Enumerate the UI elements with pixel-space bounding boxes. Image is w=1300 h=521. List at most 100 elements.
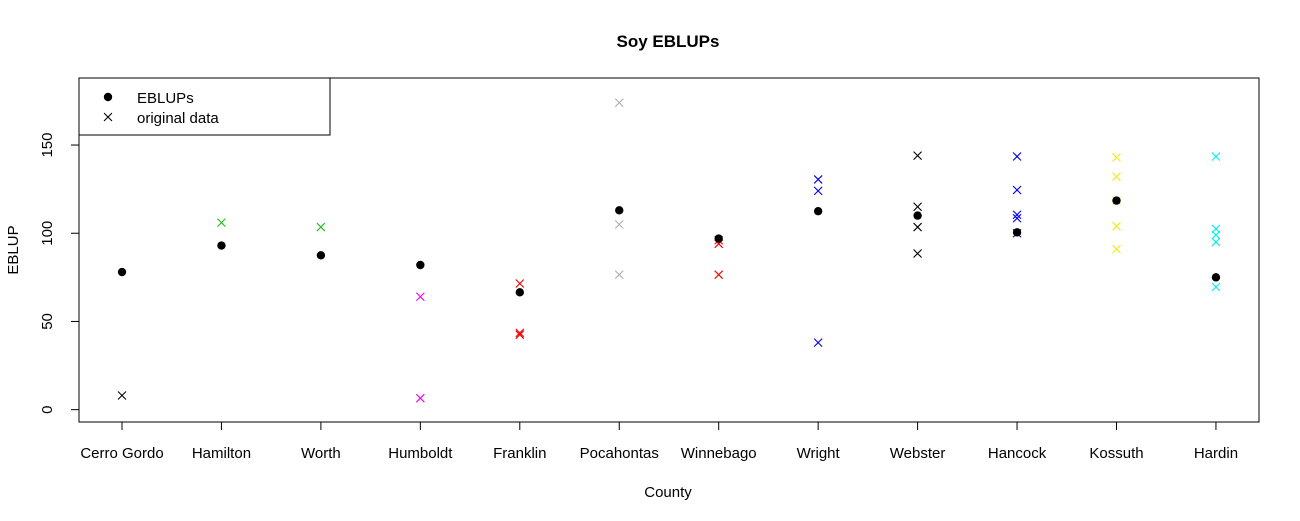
y-tick-label: 0 bbox=[39, 405, 56, 413]
cross-stroke bbox=[1012, 213, 1022, 223]
original-data-point bbox=[415, 393, 425, 403]
cross-stroke bbox=[117, 391, 127, 400]
cross-stroke bbox=[415, 393, 425, 403]
cross-stroke bbox=[515, 328, 525, 338]
cross-stroke bbox=[1112, 244, 1121, 254]
cross-stroke bbox=[1112, 152, 1121, 162]
cross-stroke bbox=[316, 222, 326, 232]
original-data-point bbox=[415, 292, 425, 302]
original-data-point bbox=[1211, 230, 1221, 240]
original-data-point bbox=[515, 279, 525, 288]
original-data-point bbox=[913, 249, 922, 258]
x-tick-label: Winnebago bbox=[681, 445, 757, 462]
data-points bbox=[117, 98, 1221, 403]
cross-stroke bbox=[1012, 152, 1022, 161]
x-tick-label: Hardin bbox=[1194, 445, 1238, 462]
cross-stroke bbox=[415, 292, 425, 302]
eblup-point bbox=[615, 206, 624, 215]
x-axis-label: County bbox=[644, 484, 692, 501]
original-data-point bbox=[1112, 152, 1121, 162]
original-data-point bbox=[1211, 282, 1221, 292]
cross-stroke bbox=[813, 186, 823, 196]
eblup-point bbox=[714, 234, 723, 243]
cross-stroke bbox=[913, 151, 922, 161]
y-tick-label: 50 bbox=[39, 313, 56, 330]
original-data-point bbox=[316, 222, 326, 232]
eblup-point bbox=[416, 260, 425, 270]
cross-stroke bbox=[1012, 185, 1022, 195]
cross-stroke bbox=[913, 249, 922, 258]
cross-stroke bbox=[217, 218, 226, 228]
original-data-point bbox=[117, 391, 127, 400]
x-tick-label: Hamilton bbox=[192, 445, 251, 462]
eblup-point bbox=[515, 288, 524, 297]
eblup-point bbox=[813, 206, 823, 216]
cross-stroke bbox=[913, 202, 922, 212]
cross-stroke bbox=[913, 222, 922, 232]
eblup-point bbox=[1112, 196, 1121, 205]
original-data-point bbox=[813, 338, 823, 348]
original-data-point bbox=[217, 218, 226, 228]
original-data-point bbox=[1012, 210, 1022, 220]
original-data-point bbox=[1211, 152, 1221, 161]
x-axis: Cerro Gordo Hamilton Worth Humboldt Franklin… bbox=[80, 421, 1238, 462]
original-data-point bbox=[1112, 172, 1121, 182]
original-data-point bbox=[913, 151, 922, 161]
cross-stroke bbox=[1211, 282, 1221, 292]
x-tick-label: Pocahontas bbox=[580, 445, 659, 462]
eblup-point bbox=[316, 251, 326, 260]
x-tick-label: Worth bbox=[301, 445, 341, 462]
original-data-point bbox=[1211, 237, 1221, 247]
y-tick-label: 150 bbox=[39, 133, 56, 158]
cross-stroke bbox=[1211, 237, 1221, 247]
cross-stroke bbox=[714, 270, 724, 280]
chart-title: Soy EBLUPs bbox=[617, 32, 720, 51]
x-tick-label: Cerro Gordo bbox=[80, 445, 163, 462]
legend: EBLUPs original data bbox=[78, 77, 331, 136]
original-data-point bbox=[913, 202, 922, 212]
x-tick-label: Humboldt bbox=[388, 445, 453, 462]
cross-stroke bbox=[1211, 230, 1221, 240]
eblup-point bbox=[217, 241, 226, 250]
cross-stroke bbox=[813, 175, 823, 184]
cross-stroke bbox=[614, 220, 624, 229]
cross-stroke bbox=[515, 279, 525, 288]
cross-stroke bbox=[614, 98, 624, 108]
legend-original-marker bbox=[103, 112, 113, 122]
y-axis-label: EBLUP bbox=[5, 225, 22, 274]
cross-stroke bbox=[515, 330, 525, 340]
x-tick-label: Webster bbox=[890, 445, 946, 462]
legend-eblup-label: EBLUPs bbox=[137, 90, 194, 107]
original-data-point bbox=[1012, 213, 1022, 223]
original-data-point bbox=[515, 330, 525, 340]
original-data-point bbox=[1112, 244, 1121, 254]
original-data-point bbox=[813, 186, 823, 196]
eblup-point bbox=[1012, 228, 1022, 237]
legend-eblup-marker bbox=[103, 92, 113, 102]
x-tick-label: Wright bbox=[797, 445, 841, 462]
x-tick-label: Hancock bbox=[988, 445, 1047, 462]
eblup-point bbox=[117, 267, 127, 277]
cross-stroke bbox=[813, 338, 823, 348]
cross-stroke bbox=[1112, 221, 1121, 231]
x-tick-label: Franklin bbox=[493, 445, 546, 462]
original-data-point bbox=[614, 98, 624, 108]
original-data-point bbox=[1012, 152, 1022, 161]
original-data-point bbox=[515, 328, 525, 338]
x-tick-label: Kossuth bbox=[1089, 445, 1143, 462]
eblup-point bbox=[1211, 273, 1221, 282]
legend-original-label: original data bbox=[137, 110, 219, 127]
original-data-point bbox=[913, 222, 922, 232]
y-axis: 0 50 100 150 bbox=[39, 133, 80, 414]
original-data-point bbox=[1112, 221, 1121, 231]
cross-stroke bbox=[1211, 224, 1221, 234]
cross-stroke bbox=[1112, 172, 1121, 182]
cross-stroke bbox=[1012, 210, 1022, 220]
original-data-point bbox=[1012, 185, 1022, 195]
legend-box bbox=[78, 77, 331, 136]
original-data-point bbox=[813, 175, 823, 184]
cross-stroke bbox=[1211, 152, 1221, 161]
original-data-point bbox=[614, 220, 624, 229]
cross-stroke bbox=[614, 270, 624, 280]
